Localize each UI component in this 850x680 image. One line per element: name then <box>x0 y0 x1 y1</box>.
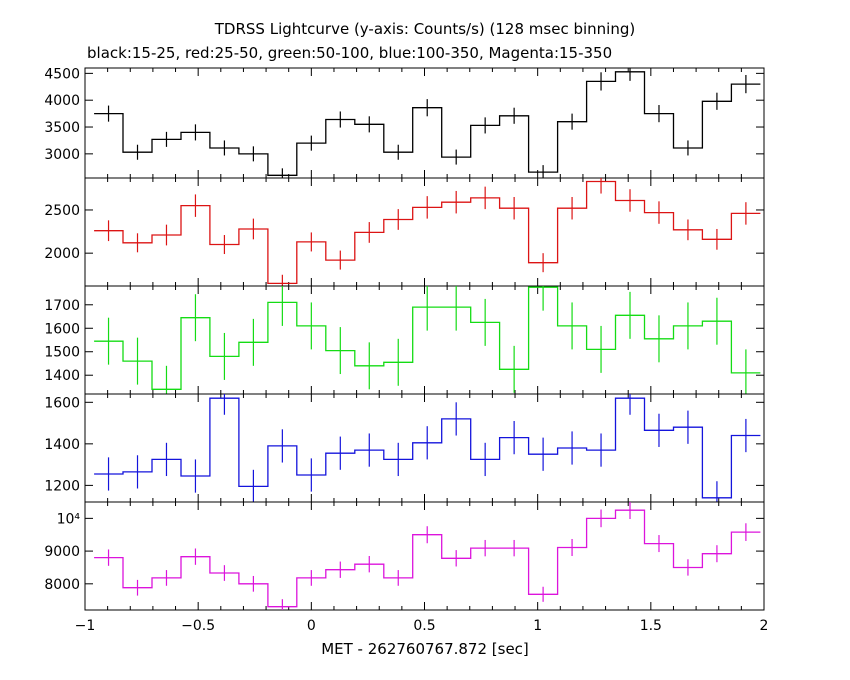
y-tick-label: 1700 <box>44 298 80 314</box>
panel-frame <box>84 393 765 503</box>
y-tick-label: 3000 <box>44 147 80 163</box>
y-tick-label: 1600 <box>44 321 80 337</box>
panel-25-50: 2000 2500 <box>44 177 765 287</box>
x-axis-label: MET - 262760767.872 [sec] <box>321 640 529 658</box>
x-tick-label: −1 <box>75 618 96 634</box>
series-line-15-25 <box>94 71 761 176</box>
panel-frame <box>84 67 765 179</box>
panel-frame <box>84 177 765 287</box>
y-tick-label: 9000 <box>44 544 80 560</box>
y-tick-label: 10⁴ <box>57 511 81 527</box>
x-tick-label: 0.5 <box>413 618 435 634</box>
panel-frame <box>84 285 765 395</box>
panel-frame <box>84 501 765 611</box>
x-tick-label: 1 <box>533 618 542 634</box>
series-line-50-100 <box>94 286 761 390</box>
y-tick-label: 4000 <box>44 93 80 109</box>
chart-subtitle: black:15-25, red:25-50, green:50-100, bl… <box>87 44 613 62</box>
y-tick-label: 1200 <box>44 478 80 494</box>
y-tick-label: 2000 <box>44 246 80 262</box>
panel-15-350: 8000 9000 10⁴ <box>44 501 765 611</box>
y-tick-label: 1400 <box>44 437 80 453</box>
y-tick-label: 4500 <box>44 66 80 82</box>
y-tick-label: 1500 <box>44 345 80 361</box>
y-tick-label: 8000 <box>44 577 80 593</box>
y-tick-label: 2500 <box>44 203 80 219</box>
chart-title: TDRSS Lightcurve (y-axis: Counts/s) (128… <box>214 20 636 38</box>
y-tick-label: 3500 <box>44 120 80 136</box>
y-tick-label: 1600 <box>44 395 80 411</box>
panel-50-100: 1400 1500 1600 1700 <box>44 285 765 395</box>
series-line-15-350 <box>94 509 761 608</box>
y-tick-label: 1400 <box>44 368 80 384</box>
panel-100-350: 1200 1400 1600 <box>44 393 765 503</box>
x-tick-label: −0.5 <box>181 618 215 634</box>
x-tick-label: 0 <box>307 618 316 634</box>
x-tick-label: 2 <box>760 618 769 634</box>
x-tick-label: 1.5 <box>640 618 662 634</box>
panel-15-25: 3000 3500 4000 4500 <box>44 66 765 179</box>
